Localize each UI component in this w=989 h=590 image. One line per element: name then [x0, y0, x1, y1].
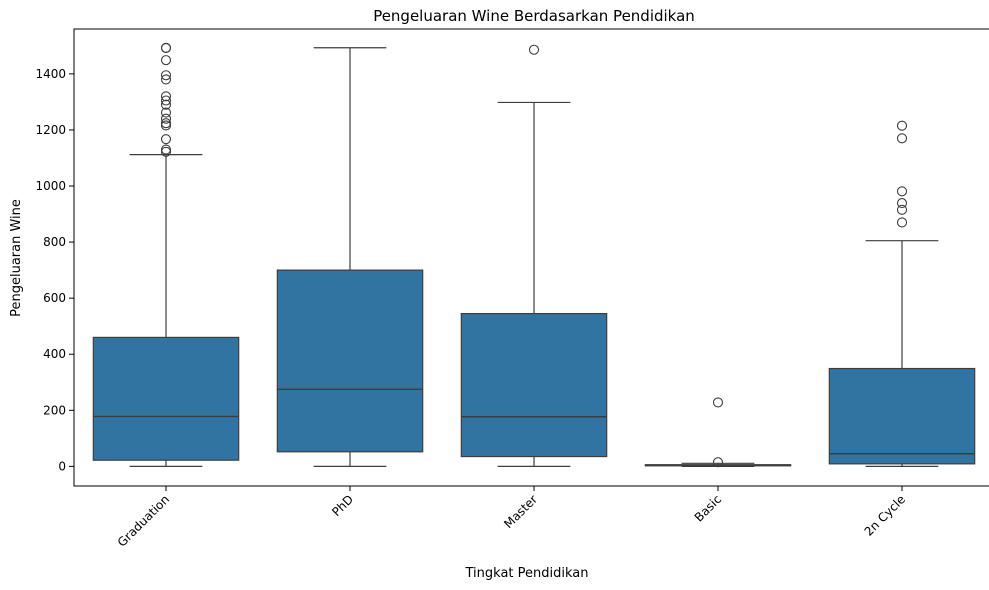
outlier-point [160, 99, 172, 110]
outlier-point [160, 74, 172, 85]
iqr-box [828, 367, 976, 465]
plot-area [92, 42, 976, 468]
outlier-point [712, 457, 724, 468]
outlier-point [896, 198, 908, 209]
x-axis: Graduation PhD Master Basic 2n Cycle [115, 486, 908, 550]
outlier-point [712, 397, 724, 408]
outlier-point [896, 120, 908, 131]
y-tick-label: 1000 [35, 179, 66, 193]
y-tick-label: 800 [43, 235, 66, 249]
y-tick-label: 1400 [35, 67, 66, 81]
y-tick-label: 200 [43, 403, 66, 417]
x-tick-label: Basic [692, 492, 724, 524]
outlier-point [160, 70, 172, 81]
x-tick-label: Master [501, 492, 540, 531]
plot-frame [73, 28, 989, 487]
y-axis-label: Pengeluaran Wine [9, 199, 24, 317]
y-axis: 0 200 400 600 800 1000 1200 1400 [35, 67, 74, 473]
outlier-point [160, 55, 172, 66]
chart-title: Pengeluaran Wine Berdasarkan Pendidikan [373, 7, 695, 25]
y-tick-label: 0 [58, 459, 66, 473]
outlier-point [160, 134, 172, 145]
x-tick-label: 2n Cycle [862, 492, 909, 539]
outlier-point [528, 44, 540, 55]
outlier-point [160, 42, 172, 53]
outlier-point [896, 204, 908, 215]
x-tick-label: PhD [329, 492, 356, 519]
outlier-point [896, 217, 908, 228]
box-group [828, 120, 976, 467]
box-group [92, 42, 240, 467]
box-group [644, 397, 792, 468]
outlier-point [896, 133, 908, 144]
outlier-point [160, 91, 172, 102]
outlier-point [160, 95, 172, 106]
box-group [276, 47, 424, 467]
box-group [460, 44, 608, 467]
outlier-point [160, 113, 172, 124]
outlier-point [160, 144, 172, 155]
iqr-box [92, 336, 240, 461]
x-axis-label: Tingkat Pendidikan [465, 566, 589, 581]
iqr-box [460, 312, 608, 458]
x-tick-label: Graduation [115, 492, 172, 549]
outlier-point [160, 107, 172, 118]
y-tick-label: 600 [43, 291, 66, 305]
iqr-box [276, 269, 424, 453]
outlier-point [160, 118, 172, 129]
y-tick-label: 1200 [35, 123, 66, 137]
outlier-point [896, 186, 908, 197]
y-tick-label: 400 [43, 347, 66, 361]
